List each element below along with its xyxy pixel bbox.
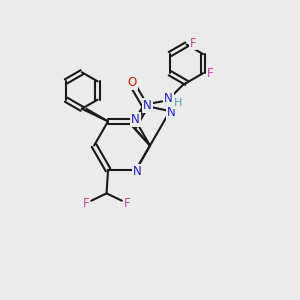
Text: F: F [82,197,89,210]
Text: N: N [164,92,173,105]
Text: H: H [173,98,182,109]
Text: F: F [207,67,214,80]
Text: F: F [124,197,130,210]
Text: O: O [128,76,137,88]
Text: N: N [167,106,176,119]
Text: N: N [133,165,142,178]
Text: N: N [143,99,152,112]
Text: N: N [131,113,140,126]
Text: F: F [190,37,196,50]
